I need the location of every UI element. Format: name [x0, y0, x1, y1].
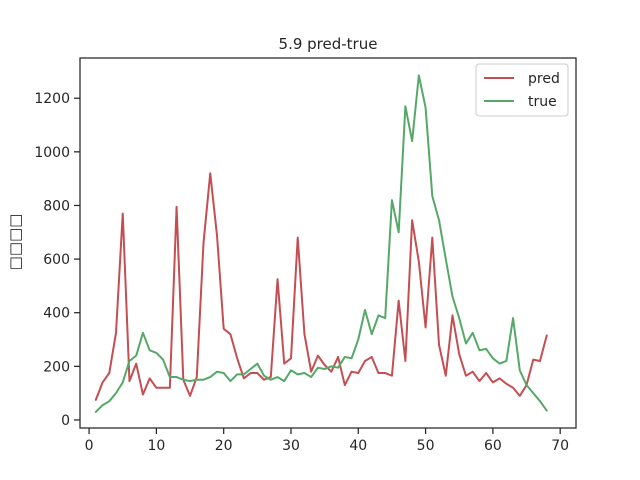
x-tick-label: 30: [282, 438, 300, 454]
y-tick-label: 1200: [34, 91, 70, 107]
legend-label-pred: pred: [528, 71, 560, 87]
y-tick-label: 200: [43, 359, 70, 375]
x-tick-label: 20: [215, 438, 233, 454]
x-tick-label: 40: [349, 438, 367, 454]
x-tick-label: 0: [85, 438, 94, 454]
y-tick-label: 400: [43, 306, 70, 322]
series-line-pred: [94, 172, 548, 401]
y-tick-label: 600: [43, 252, 70, 268]
x-tick-label: 50: [417, 438, 435, 454]
y-tick-label: 800: [43, 198, 70, 214]
y-tick-label: 1000: [34, 145, 70, 161]
plot-area: 0 10 20 30 40 50 60 70 0 200 400 600 800 1000 1200: [34, 74, 569, 454]
x-tick-label: 10: [147, 438, 165, 454]
axes-frame: [79, 57, 577, 429]
legend: pred true: [475, 63, 569, 117]
y-axis-label: □□□□: [6, 214, 24, 271]
x-tick-label: 70: [551, 438, 569, 454]
chart-title: 5.9 pred-true: [279, 35, 378, 53]
x-tick-label: 60: [484, 438, 502, 454]
series-line-true: [94, 74, 548, 413]
legend-label-true: true: [528, 94, 557, 110]
y-tick-label: 0: [61, 413, 70, 429]
